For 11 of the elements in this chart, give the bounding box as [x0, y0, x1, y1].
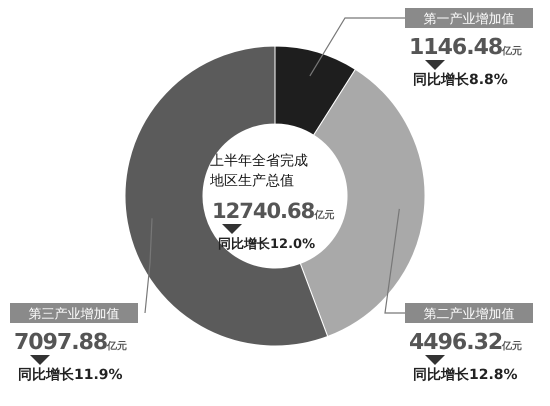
text: 同比增长12.8% [413, 367, 518, 383]
data-label: 7097.88亿元 [14, 330, 128, 355]
text: 同比增长11.9% [18, 367, 123, 383]
data-label: 4496.32亿元 [409, 330, 522, 355]
slice-label: 第二产业增加值 [424, 307, 514, 322]
slice-label: 第一产业增加值 [424, 12, 514, 27]
slice-label: 第三产业增加值 [28, 307, 120, 322]
text: 12740.68亿元 [212, 199, 334, 223]
text: 上半年全省完成地区生产总值 [209, 153, 308, 189]
text: 同比增长8.8% [413, 72, 508, 88]
data-label: 1146.48亿元 [409, 35, 522, 60]
